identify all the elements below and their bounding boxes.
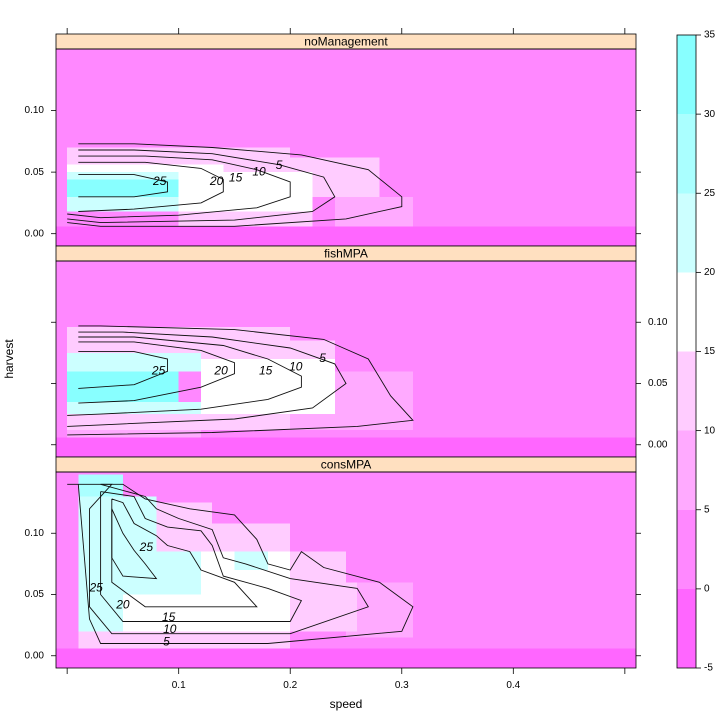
colorbar-tick-label: 10 bbox=[704, 425, 716, 436]
contour-label: 25 bbox=[151, 363, 166, 377]
colorbar-segment bbox=[677, 430, 696, 510]
level-cell bbox=[67, 327, 291, 341]
contour-line-10 bbox=[67, 331, 347, 427]
contour-label: 15 bbox=[259, 363, 273, 377]
level-cell bbox=[67, 414, 291, 431]
y-tick-label: 0.05 bbox=[25, 167, 45, 178]
level-cell bbox=[56, 226, 636, 246]
level-cell bbox=[67, 371, 179, 402]
contour-line-15 bbox=[67, 155, 291, 219]
contour-label: 5 bbox=[319, 351, 326, 365]
contour-line-5 bbox=[67, 325, 414, 436]
level-cell bbox=[67, 179, 179, 197]
contour-label: 25 bbox=[152, 174, 167, 188]
colorbar-tick-label: -5 bbox=[704, 663, 713, 674]
contour-label: 20 bbox=[209, 174, 224, 188]
strip-label: noManagement bbox=[304, 35, 388, 49]
strip-label: fishMPA bbox=[324, 247, 368, 261]
level-cell bbox=[201, 359, 335, 415]
contour-line-5 bbox=[67, 483, 414, 644]
contour-line-25 bbox=[111, 508, 158, 580]
colorbar-segment bbox=[677, 35, 696, 115]
level-cell bbox=[67, 172, 179, 180]
y-axis-title: harvest bbox=[2, 339, 16, 379]
colorbar-tick-label: 15 bbox=[704, 346, 716, 357]
colorbar-segment bbox=[677, 509, 696, 589]
contour-label: 25 bbox=[139, 540, 154, 554]
level-cell bbox=[56, 437, 636, 457]
contour-line-25 bbox=[78, 174, 168, 198]
colorbar-tick-label: 25 bbox=[704, 188, 716, 199]
y-tick-label: 0.05 bbox=[25, 589, 45, 600]
contour-label: 5 bbox=[163, 634, 170, 648]
colorbar-tick-label: 30 bbox=[704, 109, 716, 120]
x-tick-label: 0.3 bbox=[395, 680, 409, 691]
contour-line-20 bbox=[78, 161, 224, 212]
level-cells bbox=[56, 147, 636, 246]
contour-label: 25 bbox=[88, 581, 103, 595]
colorbar-segment bbox=[677, 114, 696, 194]
panels-layer: 510152025noManagement510152025fishMPA510… bbox=[55, 33, 637, 669]
y-tick-label: 0.05 bbox=[648, 378, 668, 389]
level-cell bbox=[67, 164, 224, 173]
contour-label: 10 bbox=[252, 164, 266, 178]
axes-layer: 0.00 0.05 0.10 0.00 0.05 0.10 0.00 0.05 0.10 0.1 0… bbox=[25, 28, 668, 691]
colorbar-tick-label: 0 bbox=[704, 584, 710, 595]
contour-line-5 bbox=[67, 143, 403, 227]
colorbar-segment bbox=[677, 193, 696, 273]
contours bbox=[67, 325, 414, 436]
contour-line-20 bbox=[78, 341, 235, 404]
contour-label: 20 bbox=[115, 598, 130, 612]
x-tick-label: 0.1 bbox=[172, 680, 186, 691]
level-cell bbox=[178, 172, 313, 212]
colorbar-segment bbox=[677, 351, 696, 431]
x-axis-title: speed bbox=[330, 697, 363, 711]
level-cell bbox=[67, 352, 202, 372]
panel-fishMPA: 5 10 15 20 25 fishMPA bbox=[55, 245, 637, 458]
contour-label: 15 bbox=[162, 610, 176, 624]
colorbar-tick-label: 35 bbox=[704, 30, 716, 41]
level-cell bbox=[167, 523, 291, 552]
y-tick-label: 0.10 bbox=[25, 528, 45, 539]
contour-label: 5 bbox=[276, 158, 283, 172]
colorbar-tick-label: 5 bbox=[704, 504, 710, 515]
level-cell bbox=[290, 551, 346, 583]
y-tick-label: 0.00 bbox=[25, 650, 45, 661]
y-tick-label: 0.00 bbox=[648, 439, 668, 450]
x-tick-label: 0.4 bbox=[506, 680, 520, 691]
contour-label: 10 bbox=[289, 360, 303, 374]
contour-line-10 bbox=[67, 149, 336, 224]
level-cell bbox=[56, 648, 636, 668]
level-cell bbox=[334, 196, 413, 227]
x-tick-label: 0.2 bbox=[283, 680, 297, 691]
contour-label: 15 bbox=[229, 170, 243, 184]
contours bbox=[67, 483, 414, 644]
colorbar-segment bbox=[677, 272, 696, 352]
y-tick-label: 0.10 bbox=[25, 105, 45, 116]
contour-label: 10 bbox=[163, 622, 177, 636]
contour-line-25 bbox=[78, 351, 168, 389]
contour-line-20 bbox=[111, 498, 258, 608]
y-tick-label: 0.00 bbox=[25, 228, 45, 239]
contour-label: 20 bbox=[213, 363, 228, 377]
contour-line-10 bbox=[89, 483, 369, 635]
level-cell bbox=[78, 474, 123, 497]
contours bbox=[67, 143, 403, 227]
level-cell bbox=[122, 551, 201, 595]
level-cell bbox=[78, 631, 291, 649]
panel-border bbox=[55, 471, 637, 669]
colorbar-segment bbox=[677, 588, 696, 668]
level-cell bbox=[234, 551, 268, 570]
contour-line-15 bbox=[100, 491, 303, 622]
colorbar: -5 0 5 10 15 20 25 30 35 bbox=[676, 30, 716, 674]
strip-label: consMPA bbox=[321, 458, 371, 472]
panel-noManagement: 5 10 15 20 25 noManagement bbox=[55, 33, 637, 247]
colorbar-tick-label: 20 bbox=[704, 267, 716, 278]
contour-line-15 bbox=[67, 336, 302, 416]
level-cell bbox=[290, 582, 358, 632]
y-tick-label: 0.10 bbox=[648, 317, 668, 328]
